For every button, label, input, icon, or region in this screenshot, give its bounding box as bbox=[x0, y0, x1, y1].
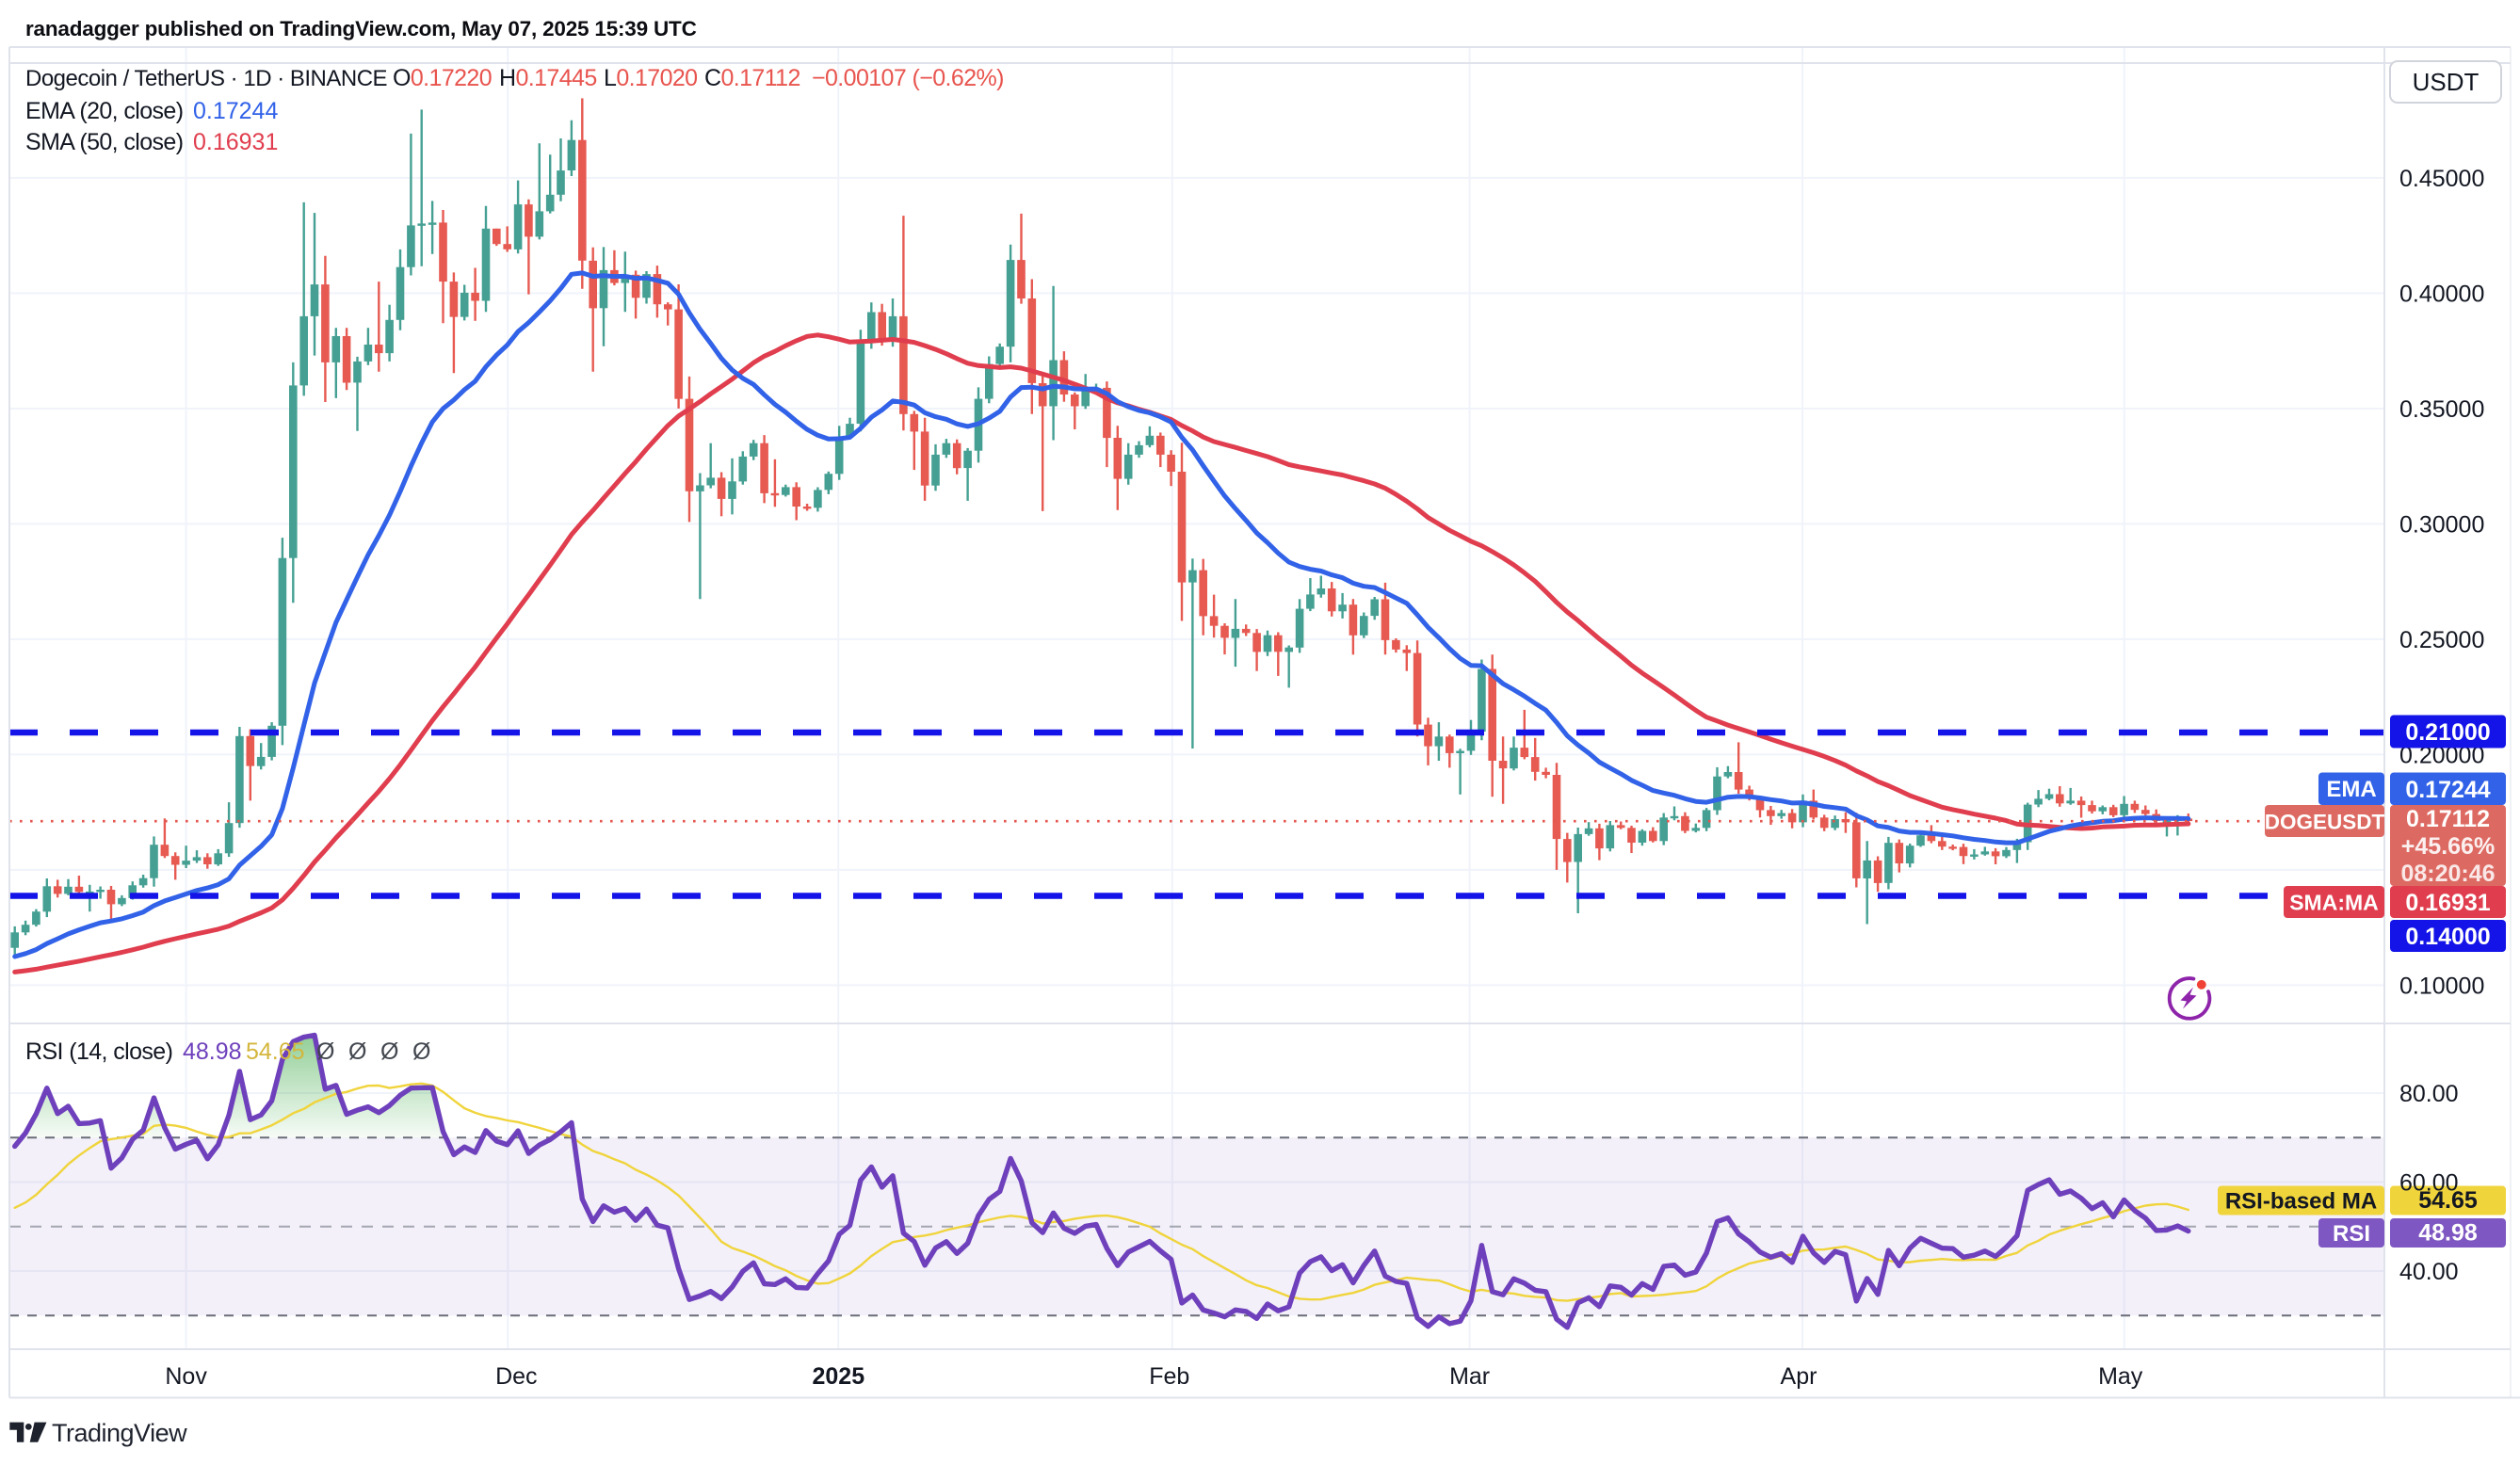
svg-text:0.16931: 0.16931 bbox=[2405, 890, 2490, 916]
svg-text:EMA: EMA bbox=[2326, 777, 2376, 802]
svg-text:0.35000: 0.35000 bbox=[2399, 396, 2484, 423]
svg-text:Ø: Ø bbox=[412, 1038, 430, 1065]
svg-text:40.00: 40.00 bbox=[2399, 1259, 2459, 1285]
svg-text:54.65: 54.65 bbox=[2418, 1187, 2478, 1214]
svg-text:TradingView: TradingView bbox=[52, 1419, 187, 1447]
svg-text:ranadagger published on Tradin: ranadagger published on TradingView.com,… bbox=[25, 17, 697, 40]
svg-text:0.25000: 0.25000 bbox=[2399, 627, 2484, 653]
svg-text:0.30000: 0.30000 bbox=[2399, 511, 2484, 538]
svg-text:DOGEUSDT: DOGEUSDT bbox=[2265, 811, 2385, 834]
svg-text:Ø: Ø bbox=[348, 1038, 366, 1065]
svg-text:May: May bbox=[2098, 1363, 2143, 1390]
svg-text:RSI: RSI bbox=[2333, 1221, 2370, 1247]
svg-text:EMA (20, close): EMA (20, close) bbox=[25, 98, 183, 124]
svg-text:Dogecoin / TetherUS · 1D · BIN: Dogecoin / TetherUS · 1D · BINANCE bbox=[25, 66, 387, 91]
svg-text:L0.17020: L0.17020 bbox=[604, 65, 697, 91]
svg-text:Feb: Feb bbox=[1149, 1363, 1189, 1390]
svg-text:0.17112: 0.17112 bbox=[2406, 806, 2490, 832]
svg-text:RSI-based MA: RSI-based MA bbox=[2225, 1189, 2377, 1215]
svg-text:08:20:46: 08:20:46 bbox=[2400, 861, 2495, 887]
svg-text:C0.17112: C0.17112 bbox=[704, 65, 800, 91]
svg-text:80.00: 80.00 bbox=[2399, 1081, 2459, 1107]
svg-text:0.45000: 0.45000 bbox=[2399, 166, 2484, 192]
svg-text:O0.17220: O0.17220 bbox=[393, 65, 492, 91]
svg-text:0.17244: 0.17244 bbox=[193, 98, 278, 124]
svg-text:48.98: 48.98 bbox=[183, 1038, 242, 1065]
svg-text:Dec: Dec bbox=[495, 1363, 537, 1390]
svg-text:2025: 2025 bbox=[812, 1363, 864, 1390]
svg-text:0.17244: 0.17244 bbox=[2405, 777, 2490, 803]
svg-text:Ø: Ø bbox=[380, 1038, 398, 1065]
svg-text:+45.66%: +45.66% bbox=[2401, 833, 2495, 860]
svg-text:SMA (50, close): SMA (50, close) bbox=[25, 129, 183, 155]
svg-text:Nov: Nov bbox=[165, 1363, 207, 1390]
svg-text:RSI (14, close): RSI (14, close) bbox=[25, 1038, 172, 1065]
svg-text:0.14000: 0.14000 bbox=[2405, 924, 2490, 950]
svg-text:54.65: 54.65 bbox=[246, 1038, 305, 1065]
svg-text:−0.00107 (−0.62%): −0.00107 (−0.62%) bbox=[812, 65, 1004, 91]
svg-text:Apr: Apr bbox=[1781, 1363, 1817, 1390]
svg-text:48.98: 48.98 bbox=[2418, 1220, 2478, 1247]
svg-text:0.10000: 0.10000 bbox=[2399, 973, 2484, 999]
svg-text:60.00: 60.00 bbox=[2399, 1170, 2459, 1197]
svg-text:H0.17445: H0.17445 bbox=[499, 65, 597, 91]
svg-text:Ø: Ø bbox=[316, 1038, 334, 1065]
svg-text:0.40000: 0.40000 bbox=[2399, 281, 2484, 307]
svg-text:0.16931: 0.16931 bbox=[193, 129, 278, 155]
svg-text:0.21000: 0.21000 bbox=[2405, 719, 2490, 746]
svg-text:USDT: USDT bbox=[2413, 68, 2480, 96]
svg-text:Mar: Mar bbox=[1449, 1363, 1490, 1390]
svg-text:SMA:MA: SMA:MA bbox=[2289, 891, 2379, 915]
